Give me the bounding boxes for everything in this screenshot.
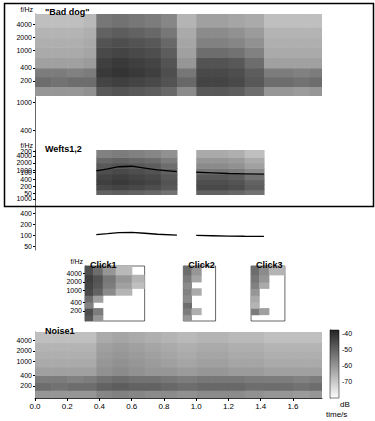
svg-text:4000: 4000 <box>66 270 82 277</box>
svg-text:200: 200 <box>20 183 32 190</box>
svg-text:4000: 4000 <box>16 21 32 28</box>
svg-text:-50: -50 <box>342 346 352 353</box>
svg-text:dB: dB <box>340 400 350 409</box>
svg-text:400: 400 <box>20 127 32 134</box>
svg-text:-70: -70 <box>342 378 352 385</box>
svg-text:-40: -40 <box>342 330 352 337</box>
svg-text:50: 50 <box>24 189 32 197</box>
svg-text:f/Hz: f/Hz <box>21 6 34 13</box>
svg-text:f/Hz: f/Hz <box>71 258 84 265</box>
svg-text:Noise1: Noise1 <box>45 326 75 336</box>
svg-text:0.4: 0.4 <box>94 402 106 411</box>
svg-text:1.2: 1.2 <box>223 402 235 411</box>
svg-text:4000: 4000 <box>16 337 32 344</box>
svg-text:4000: 4000 <box>16 152 32 159</box>
svg-text:f/Hz: f/Hz <box>20 142 33 149</box>
svg-text:0.8: 0.8 <box>158 402 170 411</box>
svg-text:200: 200 <box>20 147 32 155</box>
svg-text:2000: 2000 <box>16 34 32 41</box>
svg-text:0.6: 0.6 <box>126 402 138 411</box>
svg-text:1000: 1000 <box>16 358 32 365</box>
svg-text:1000: 1000 <box>16 47 32 54</box>
svg-text:400: 400 <box>20 176 32 183</box>
svg-text:100: 100 <box>20 232 32 239</box>
svg-text:2000: 2000 <box>16 347 32 354</box>
svg-text:400: 400 <box>20 210 32 217</box>
svg-text:400: 400 <box>20 64 32 71</box>
svg-text:1000: 1000 <box>16 99 32 106</box>
svg-text:0.0: 0.0 <box>29 402 41 411</box>
svg-text:-60: -60 <box>342 362 352 369</box>
svg-text:200: 200 <box>20 382 32 389</box>
svg-text:Wefts1,2: Wefts1,2 <box>45 144 82 154</box>
svg-text:2000: 2000 <box>16 159 32 166</box>
svg-text:Click2: Click2 <box>188 260 215 270</box>
svg-text:1000: 1000 <box>66 287 82 294</box>
svg-text:50: 50 <box>24 243 32 250</box>
svg-text:time/s: time/s <box>326 410 347 419</box>
svg-text:200: 200 <box>70 307 82 314</box>
svg-text:2000: 2000 <box>66 278 82 285</box>
svg-text:Click3: Click3 <box>256 260 283 270</box>
svg-text:0.2: 0.2 <box>62 402 74 411</box>
svg-text:1000: 1000 <box>16 167 32 174</box>
svg-text:1.4: 1.4 <box>255 402 267 411</box>
svg-text:1000: 1000 <box>16 195 32 202</box>
svg-text:1.6: 1.6 <box>287 402 299 411</box>
svg-text:Click1: Click1 <box>90 260 117 270</box>
svg-text:1.0: 1.0 <box>191 402 203 411</box>
svg-text:400: 400 <box>20 372 32 379</box>
svg-text:200: 200 <box>20 221 32 228</box>
svg-text:200: 200 <box>20 77 32 84</box>
svg-text:400: 400 <box>70 299 82 306</box>
svg-text:"Bad dog": "Bad dog" <box>45 7 90 17</box>
